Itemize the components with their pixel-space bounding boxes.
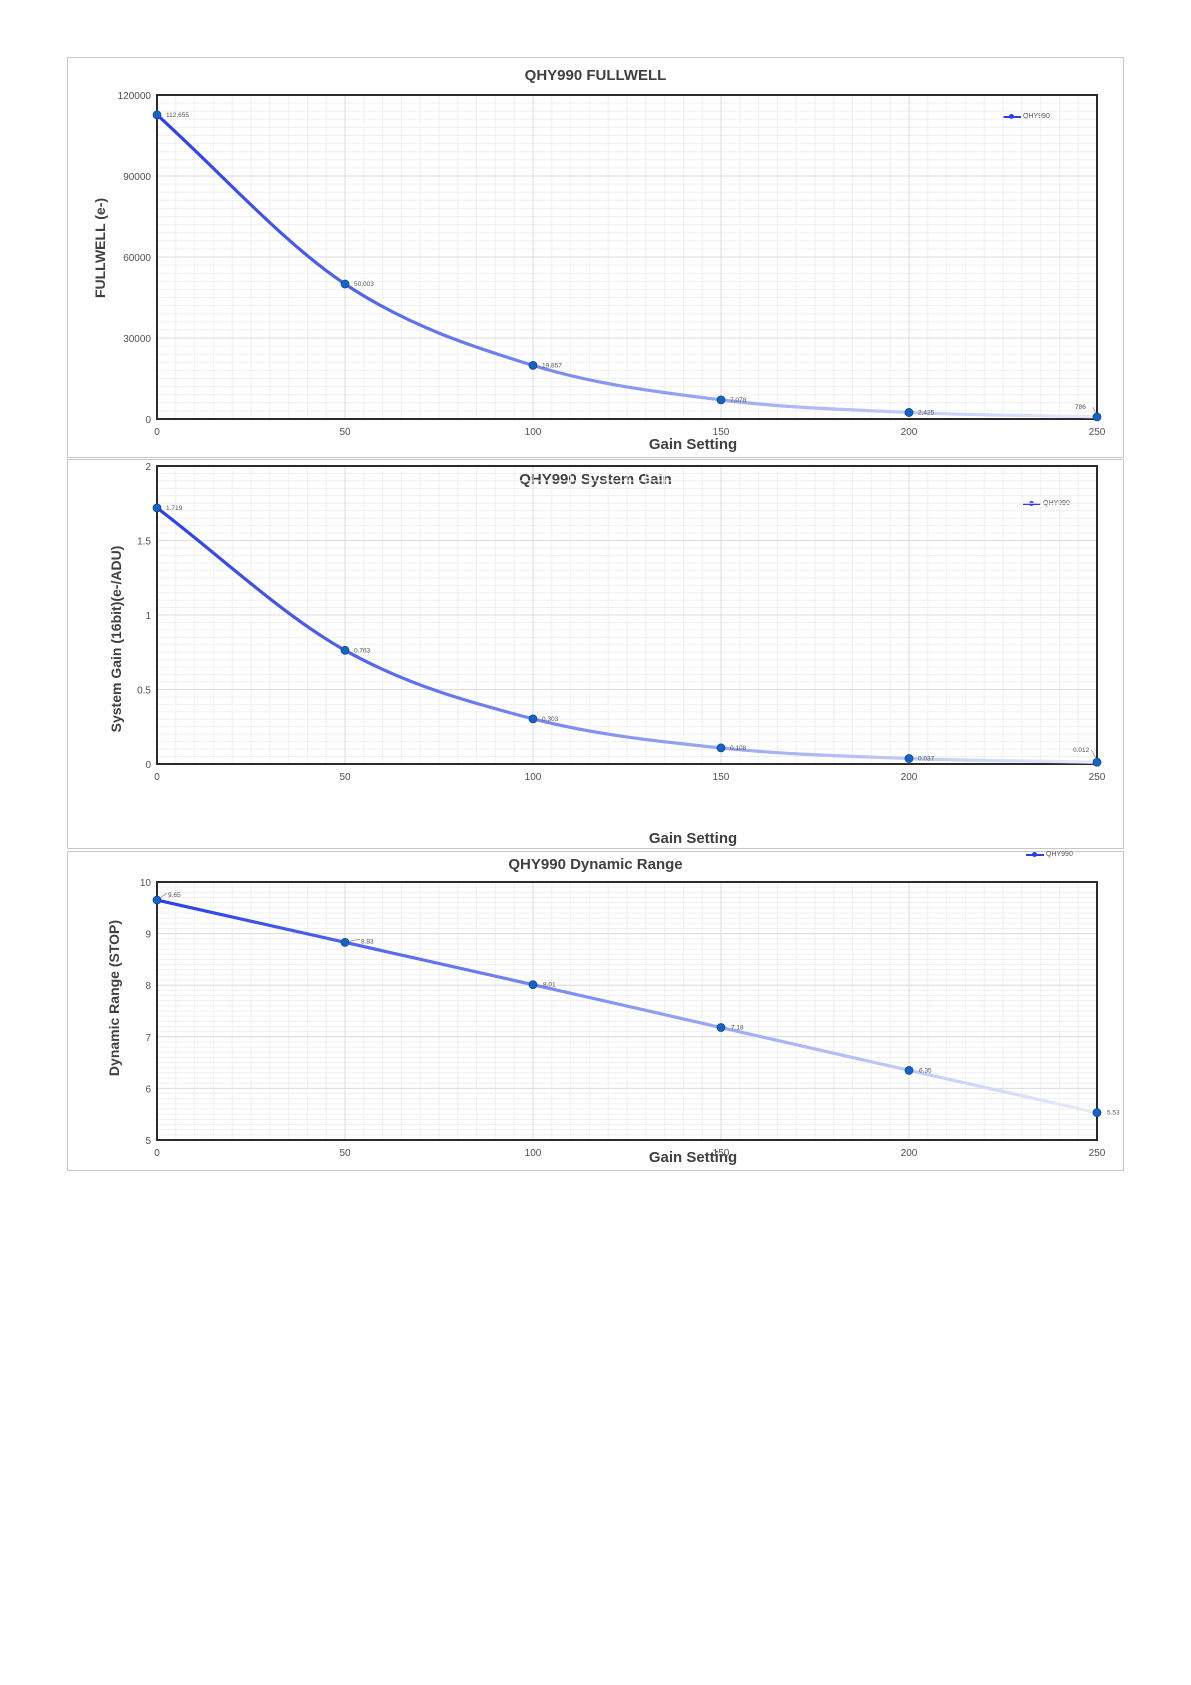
x-tick-label: 200: [901, 1148, 918, 1159]
data-label: 5.53: [1107, 1110, 1120, 1117]
x-tick-label: 100: [525, 1148, 542, 1159]
y-tick-label: 9: [145, 930, 151, 941]
data-label: 0.012: [1073, 747, 1090, 754]
series-line: [156, 506, 1098, 764]
fullwell-chart-panel: QHY990 FULLWELL FULLWELL (e-) Gain Setti…: [67, 57, 1124, 458]
chart-svg: 0 50 100 150 200 250 5 6 7 8 9 10 9.65 8.83 8.01 7.18 6.…: [140, 878, 1120, 1159]
data-point: [340, 645, 350, 655]
data-label: 6.35: [919, 1067, 932, 1074]
x-tick-label: 50: [339, 1148, 351, 1159]
y-tick-label: 1: [145, 611, 151, 622]
plot-frame: [156, 881, 1098, 1141]
y-tick-label: 90000: [123, 172, 151, 183]
data-point: [904, 1065, 914, 1075]
y-tick-label: 30000: [123, 334, 151, 345]
x-tick-label: 250: [1089, 427, 1106, 438]
x-tick-label: 0: [154, 1148, 160, 1159]
data-point: [528, 714, 538, 724]
data-label-leader: [1090, 749, 1097, 760]
data-point: [1092, 1108, 1102, 1118]
data-label: 1.719: [166, 505, 183, 512]
x-tick-label: 50: [339, 772, 351, 783]
data-point: [1092, 412, 1102, 422]
y-tick-label: 1.5: [137, 537, 151, 548]
data-point: [340, 937, 350, 947]
series-line: [155, 113, 1098, 419]
y-tick-label: 0: [145, 415, 151, 426]
plot-frame: [156, 465, 1098, 765]
legend-label: QHY990: [1046, 851, 1073, 858]
dynamic-range-chart-panel: QHY990 Dynamic Range Dynamic Range (STOP…: [67, 851, 1124, 1171]
data-label: 0.303: [542, 716, 559, 723]
data-point: [904, 408, 914, 417]
legend: QHY990: [1003, 113, 1050, 120]
data-point: [340, 279, 350, 289]
data-label: 50,003: [354, 281, 374, 288]
chart-svg: 0 50 100 150 200 250 0 30000 60000 90000 120000 112…: [118, 91, 1106, 438]
data-label: 7,078: [730, 397, 747, 404]
y-tick-label: 2: [145, 462, 151, 473]
data-label-leader: [348, 939, 361, 942]
x-axis-label: Gain Setting: [648, 436, 738, 453]
data-point: [528, 360, 538, 370]
y-tick-label: 0.5: [137, 686, 151, 697]
data-label: 8.01: [543, 982, 556, 989]
data-label: 112,655: [166, 112, 189, 119]
y-tick-label: 7: [145, 1033, 151, 1044]
data-label: 0.037: [918, 755, 935, 762]
x-tick-label: 150: [713, 427, 730, 438]
legend: QHY990: [1026, 851, 1073, 858]
legend-line-marker-icon: [1003, 113, 1021, 119]
data-point: [716, 743, 726, 753]
data-label-leader: [159, 892, 168, 899]
x-tick-label: 100: [525, 772, 542, 783]
x-tick-label: 200: [901, 772, 918, 783]
y-tick-label: 8: [145, 981, 151, 992]
data-point: [716, 1023, 726, 1032]
data-label: 9.65: [168, 892, 181, 899]
chart-title: QHY990 System Gain: [519, 471, 672, 488]
data-point: [152, 503, 162, 513]
x-tick-label: 150: [713, 1148, 730, 1159]
data-label: 2,425: [918, 409, 935, 416]
y-tick-label: 0: [145, 760, 151, 771]
y-tick-label: 120000: [118, 91, 152, 102]
chart-title: QHY990 FULLWELL: [524, 67, 667, 84]
data-point: [904, 754, 914, 763]
data-label: 0.763: [354, 647, 371, 654]
x-tick-label: 150: [713, 772, 730, 783]
data-label-leader: [1092, 406, 1097, 415]
data-point: [152, 110, 162, 120]
data-label: 19,857: [542, 362, 562, 369]
x-tick-label: 200: [901, 427, 918, 438]
data-point: [716, 395, 726, 405]
y-tick-label: 5: [145, 1136, 151, 1147]
system-gain-chart-panel: QHY990 System Gain System Gain (16bit)(e…: [67, 459, 1124, 849]
data-label: 7.18: [731, 1025, 744, 1032]
data-point: [152, 895, 162, 905]
data-label: 0.108: [730, 745, 747, 752]
data-point: [528, 980, 538, 990]
x-tick-label: 100: [525, 427, 542, 438]
x-axis-label: Gain Setting: [648, 830, 738, 847]
chart-svg: 0 50 100 150 200 250 0 0.5 1 1.5 2 1.719 0.763 0.303 0…: [137, 462, 1106, 783]
x-tick-label: 250: [1089, 1148, 1106, 1159]
x-tick-label: 0: [154, 427, 160, 438]
plot-frame: [156, 94, 1098, 420]
data-point: [1092, 757, 1102, 767]
x-axis-label: Gain Setting: [648, 1149, 738, 1166]
y-tick-label: 10: [140, 878, 152, 889]
legend-label: QHY990: [1023, 113, 1050, 120]
chart-title: QHY990 Dynamic Range: [508, 856, 683, 873]
series-line: [156, 898, 1098, 1115]
data-label: 8.83: [361, 938, 374, 945]
x-tick-label: 50: [339, 427, 351, 438]
legend-line-marker-icon: [1026, 851, 1044, 857]
y-tick-label: 6: [145, 1084, 151, 1095]
data-label: 786: [1075, 404, 1086, 411]
x-tick-label: 250: [1089, 772, 1106, 783]
x-tick-label: 0: [154, 772, 160, 783]
y-tick-label: 60000: [123, 253, 151, 264]
